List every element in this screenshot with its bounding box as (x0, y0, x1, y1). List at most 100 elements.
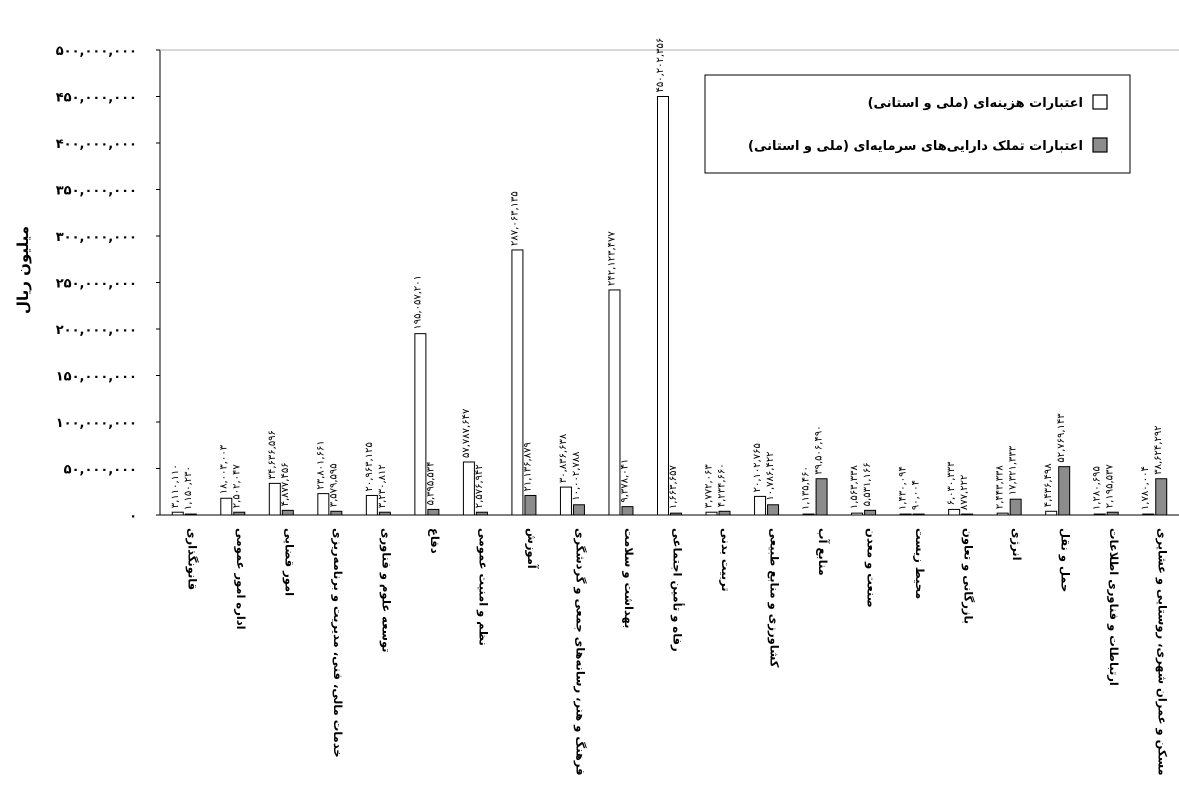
data-label: ۱۹۵,۰۵۷,۲۰۱ (412, 275, 423, 330)
bar-expense (559, 486, 572, 516)
data-label: ۴,۲۳۴,۶۶۰ (717, 463, 728, 507)
category-label: منابع آب (816, 528, 830, 576)
bar-expense (754, 495, 767, 516)
bar-expense (802, 513, 815, 516)
y-tick-label: ۲۵۰,۰۰۰,۰۰۰ (56, 277, 137, 292)
bar-capital (718, 510, 731, 516)
data-label: ۱,۴۳۰,۰۹۴ (898, 466, 909, 510)
legend: اعتبارات هزینه‌ای (ملی و استانی) اعتبارا… (704, 74, 1131, 174)
category-label: تربیت بدنی (719, 528, 733, 592)
y-tick-label: ۵۰۰,۰۰۰,۰۰۰ (56, 44, 137, 59)
legend-label-expense: اعتبارات هزینه‌ای (ملی و استانی) (868, 96, 1083, 111)
data-labels: ۳,۱۱۰,۱۱۰ ۱,۱۵۰,۲۳۰ ۱۸,۰۰۳,۰۰۳ ۲,۵۰۲,۰۴۷ ۳۴,… (170, 38, 1164, 510)
data-label: ۳,۷۷۲,۰۶۳ (704, 464, 715, 509)
data-label: ۲,۱۹۵,۵۳۷ (1105, 464, 1116, 509)
data-label: ۱,۱۳۵,۴۶۰ (801, 466, 812, 510)
category-label: نظم و امنیت عمومی (475, 528, 490, 646)
bar-capital (378, 511, 391, 516)
bar-capital (1106, 511, 1119, 516)
data-label: ۱۸,۰۰۳,۰۰۳ (218, 444, 229, 494)
bar-capital (961, 513, 974, 516)
bar-expense (365, 494, 378, 516)
category-label: رفاه و تأمین اجتماعی (670, 528, 686, 652)
data-label: ۹,۳۷۸,۰۴۱ (619, 459, 630, 503)
category-label: خدمات مالی، فنی، مدیریت و برنامه‌ریزی (330, 528, 345, 758)
data-label: ۵,۳۹۵,۵۳۴ (425, 461, 436, 505)
data-label: ۱۰,۷۸۶,۴۲۲ (765, 451, 776, 500)
category-label: آموزش (524, 528, 539, 570)
data-label: ۲۱,۱۳۶,۸۷۹ (522, 442, 533, 491)
y-tick-label: ۰ (129, 509, 137, 524)
bar-expense (1142, 513, 1155, 516)
bar-capital (1155, 478, 1168, 516)
category-label: مسکن و عمران شهری، روستایی و عشایری (1155, 528, 1170, 776)
data-label: ۲۸۷,۰۶۳,۱۳۵ (509, 191, 520, 246)
legend-label-capital: اعتبارات تملک دارایی‌های سرمایه‌ای (ملی … (748, 139, 1083, 154)
bar-capital (330, 510, 343, 516)
category-label: اداره امور عمومی (233, 528, 248, 630)
y-tick-label: ۳۵۰,۰۰۰,۰۰۰ (56, 184, 137, 199)
legend-swatch-capital (1092, 137, 1108, 153)
bar-expense (1093, 513, 1106, 516)
category-labels: قانونگذاری اداره امور عمومی امور قضایی خدما… (184, 528, 1169, 776)
data-label: ۱,۲۸۰,۶۹۵ (1092, 466, 1103, 510)
bar-expense (414, 333, 427, 516)
category-label: امور قضایی (281, 528, 296, 596)
data-label: ۳۰,۸۳۶,۶۳۸ (558, 433, 569, 483)
category-label: صنعت و معدن (864, 528, 879, 608)
data-label: ۵,۵۳۱,۱۶۶ (862, 462, 873, 506)
category-label: قانونگذاری (184, 528, 199, 590)
y-tick-label: ۳۰۰,۰۰۰,۰۰۰ (56, 230, 137, 245)
category-label: بازرگانی و تعاون (961, 528, 976, 624)
data-label: ۹۰,۰۰۴ (911, 480, 922, 510)
data-label: ۳,۱۱۰,۱۱۰ (170, 464, 181, 508)
bar-expense (317, 493, 330, 516)
y-tick-label: ۱۰۰,۰۰۰,۰۰۰ (56, 416, 137, 431)
y-tick-label: ۲۰۰,۰۰۰,۰۰۰ (56, 323, 137, 338)
bar-expense (171, 511, 184, 516)
bar-expense (462, 461, 475, 516)
data-label: ۲۳,۸۰۱,۶۶۱ (315, 440, 326, 489)
bar-expense (948, 508, 961, 516)
bar-capital (1058, 466, 1071, 516)
data-label: ۵۲,۷۶۹,۱۴۳ (1056, 413, 1067, 463)
bar-capital (233, 511, 246, 516)
data-label: ۳,۲۳۰,۸۱۲ (377, 464, 388, 508)
data-label: ۲۰,۱۰۲,۷۶۵ (752, 443, 763, 492)
data-label: ۱۰,۰۰۲,۷۸۸ (571, 451, 582, 501)
bar-capital (1009, 498, 1022, 516)
category-label: محیط زیست (913, 528, 927, 599)
bar-expense (1045, 510, 1058, 516)
bars (171, 96, 1168, 516)
category-label: انرژی (1010, 528, 1024, 561)
bar-capital (670, 512, 682, 516)
data-label: ۸۷۷,۲۲۲ (959, 475, 970, 510)
y-tick-label: ۱۵۰,۰۰۰,۰۰۰ (56, 370, 137, 385)
data-label: ۱,۱۵۰,۲۳۰ (183, 466, 194, 510)
bar-expense (851, 512, 864, 516)
data-label: ۱,۵۶۳,۳۳۸ (849, 465, 860, 510)
bar-expense (220, 497, 233, 516)
data-label: ۲,۵۰۲,۰۴۷ (231, 464, 242, 509)
data-label: ۳۸,۶۲۴,۲۹۲ (1153, 425, 1164, 474)
bar-capital (815, 478, 828, 516)
data-label: ۴,۴۳۶,۴۹۸ (1043, 463, 1054, 508)
bar-capital (912, 513, 925, 516)
legend-swatch-expense (1092, 94, 1108, 110)
data-label: ۵۷,۷۸۷,۶۴۷ (461, 408, 472, 458)
bar-expense (705, 511, 718, 516)
data-label: ۴۵۰,۲۰۲,۳۵۶ (655, 38, 666, 93)
bar-capital (524, 494, 537, 516)
data-label: ۲,۴۴۳,۳۳۸ (995, 465, 1006, 510)
y-tick-label: ۵۰,۰۰۰,۰۰۰ (64, 463, 137, 478)
bar-expense (899, 513, 912, 516)
data-label: ۳۴,۶۳۶,۵۹۶ (267, 430, 278, 479)
bar-capital (572, 504, 585, 516)
category-label: بهداشت و سلامت (621, 528, 636, 628)
data-label: ۶,۰۳۰,۳۳۳ (946, 461, 957, 506)
data-label: ۱۷,۳۲۱,۳۳۳ (1008, 445, 1019, 495)
bar-expense (511, 249, 524, 516)
category-label: توسعه علوم و فناوری (378, 528, 393, 653)
bar-expense (657, 96, 669, 516)
